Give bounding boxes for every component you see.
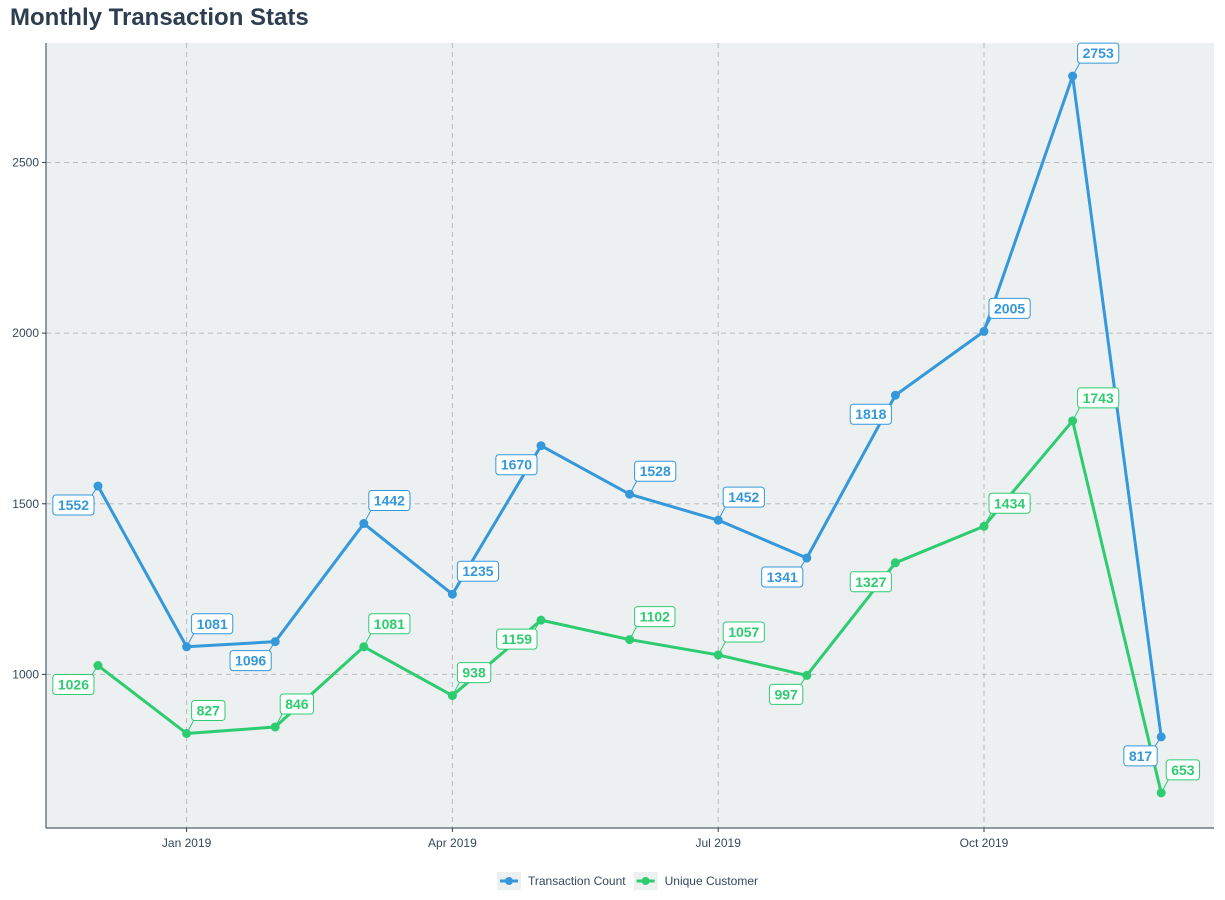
x-tick-label: Jul 2019 [696, 836, 742, 850]
data-label: 1341 [767, 569, 798, 585]
data-label: 1159 [502, 631, 533, 647]
data-label-box [495, 454, 538, 476]
data-label-box [768, 683, 804, 705]
data-label-box [279, 693, 315, 715]
data-label: 1026 [58, 677, 89, 693]
data-label: 1327 [855, 574, 886, 590]
data-label: 1434 [994, 495, 1025, 511]
label-connector [186, 633, 195, 648]
label-connector [1154, 736, 1162, 747]
y-tick-label: 2000 [12, 326, 39, 340]
data-label: 1096 [235, 653, 266, 669]
data-label: 1528 [640, 463, 671, 479]
data-label-box [634, 606, 676, 628]
data-label-box [229, 650, 272, 672]
data-label: 827 [197, 702, 221, 718]
data-label: 2005 [994, 300, 1025, 316]
y-tick-label: 1000 [12, 667, 39, 681]
label-connector [888, 394, 896, 405]
label-connector [1072, 407, 1081, 422]
label-connector [717, 506, 726, 521]
label-connector [983, 318, 992, 332]
x-tick-label: Oct 2019 [960, 836, 1009, 850]
axes: 1000 1500 2000 2500 Jan 2019 Apr 2019 Jul 2019… [12, 43, 1214, 850]
data-label-box [496, 628, 538, 650]
data-label-box [849, 403, 892, 425]
label-connector [186, 720, 195, 734]
label-connector [629, 626, 638, 640]
legend-key-point [505, 877, 513, 885]
plot-panel [46, 43, 1214, 828]
plot-background [46, 43, 1214, 828]
data-label: 846 [285, 696, 309, 712]
data-label-box [988, 492, 1031, 514]
data-label-box [988, 297, 1031, 319]
chart-title: Monthly Transaction Stats [10, 4, 309, 31]
data-label-box [1165, 759, 1201, 781]
label-connector [363, 510, 372, 524]
label-connector [888, 562, 896, 573]
data-label: 1102 [640, 609, 671, 625]
data-label-box [761, 566, 804, 588]
data-label: 1552 [58, 497, 89, 513]
label-connector [274, 713, 283, 728]
data-label: 1743 [1083, 390, 1114, 406]
label-connector [800, 675, 808, 685]
data-label: 1442 [374, 493, 405, 509]
label-connector [451, 580, 460, 595]
data-label: 1818 [855, 406, 886, 422]
y-tick-label: 1500 [12, 497, 39, 511]
label-connector [91, 665, 99, 675]
data-label-box [1077, 42, 1120, 64]
data-label: 817 [1129, 748, 1153, 764]
legend-label: Unique Customer [665, 874, 758, 888]
y-tick-label: 2500 [12, 155, 39, 169]
data-label-box [456, 662, 492, 684]
data-label: 938 [462, 665, 486, 681]
data-label-box [1123, 745, 1158, 767]
data-label: 2753 [1083, 45, 1114, 61]
data-label-box [52, 674, 95, 696]
legend: Transaction Count Unique Customer [497, 872, 758, 890]
label-connector [363, 633, 372, 648]
data-label-box [849, 571, 892, 593]
data-label-box [52, 494, 95, 516]
data-label-box [1077, 387, 1120, 409]
data-label-box [368, 490, 411, 512]
data-label-box [368, 613, 411, 635]
data-label-box [191, 613, 234, 635]
data-label-box [634, 460, 677, 482]
label-connector [451, 682, 460, 696]
x-tick-label: Jan 2019 [162, 836, 212, 850]
label-connector [1160, 779, 1169, 794]
data-label: 1235 [462, 563, 493, 579]
x-tick-label: Apr 2019 [428, 836, 477, 850]
label-connector [91, 485, 99, 496]
label-connector [800, 557, 808, 568]
data-label: 1081 [197, 616, 228, 632]
data-label-box [456, 560, 500, 582]
legend-key-point [641, 877, 650, 885]
data-label-box [722, 621, 765, 643]
label-connector [268, 641, 276, 651]
label-connector [717, 641, 726, 656]
label-connector [629, 480, 638, 495]
label-connector [1072, 62, 1081, 77]
data-label: 653 [1171, 762, 1195, 778]
data-labels: 1552 1081 1096 1442 1235 1670 1528 1452 1341 1818… [52, 42, 1201, 794]
data-label: 1057 [728, 624, 759, 640]
label-connector [983, 513, 992, 527]
data-label: 1452 [728, 489, 759, 505]
legend-label: Transaction Count [528, 874, 626, 888]
data-label-box [191, 699, 226, 721]
data-label: 1670 [501, 457, 532, 473]
label-connector [534, 619, 542, 630]
data-label-box [722, 486, 765, 508]
data-label: 997 [774, 686, 798, 702]
data-label: 1081 [374, 616, 405, 632]
label-connector [534, 445, 542, 456]
